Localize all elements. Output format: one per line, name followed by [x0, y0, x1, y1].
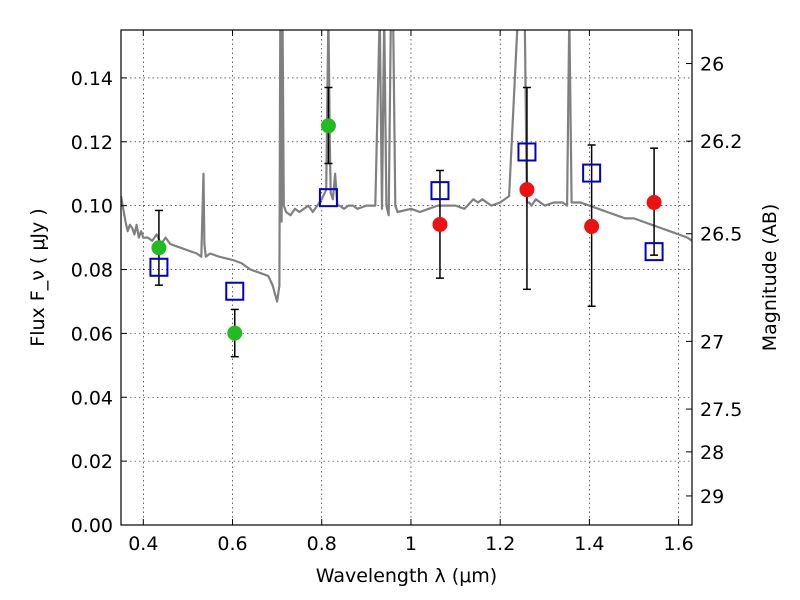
data-point — [432, 216, 448, 232]
y-tick-label: 0.06 — [71, 323, 113, 345]
model-point-square — [582, 163, 602, 183]
x-tick-label: 1.2 — [485, 533, 515, 555]
axis-ticks — [121, 30, 692, 526]
grid-lines — [121, 30, 692, 526]
y2-tick-label: 26.2 — [700, 131, 742, 153]
x-tick-label: 1.6 — [664, 533, 694, 555]
y-tick-label: 0.00 — [71, 515, 113, 537]
y2-tick-label: 26 — [700, 54, 724, 76]
y2-tick-label: 26.5 — [700, 224, 742, 246]
data-point — [151, 240, 167, 256]
data-point — [320, 118, 336, 134]
model-point-square — [517, 142, 537, 162]
y2-tick-label: 28 — [700, 442, 724, 464]
y-tick-label: 0.02 — [71, 451, 113, 473]
x-tick-label: 0.8 — [307, 533, 337, 555]
y-tick-label: 0.04 — [71, 387, 113, 409]
error-bars — [154, 86, 659, 358]
y-tick-label: 0.10 — [71, 196, 113, 218]
y-tick-label: 0.14 — [71, 68, 113, 90]
axis-labels: 0.4 0.6 0.8 1 1.2 1.4 1.6 0.00 0.02 0.04 0.06 0.08 0… — [27, 54, 781, 587]
y-axis-title: Flux F_ν ( μJy ) — [27, 208, 49, 346]
markers — [149, 118, 664, 341]
plot-frame — [120, 29, 693, 526]
x-tick-label: 0.4 — [128, 533, 158, 555]
y-tick-label: 0.12 — [71, 132, 113, 154]
x-axis-title: Wavelength λ (μm) — [316, 565, 497, 587]
data-point — [519, 182, 535, 198]
model-point-square — [225, 281, 245, 301]
data-point — [584, 218, 600, 234]
model-spectrum-line — [121, 30, 692, 303]
model-point-square — [644, 242, 664, 262]
model-point-square — [430, 181, 450, 201]
y2-tick-label: 27 — [700, 331, 724, 353]
y2-axis-title: Magnitude (AB) — [759, 204, 781, 352]
data-point — [227, 325, 243, 341]
y2-tick-label: 29 — [700, 486, 724, 508]
x-tick-label: 0.6 — [217, 533, 247, 555]
model-point-square — [318, 188, 338, 208]
data-point — [646, 194, 662, 210]
y2-tick-label: 27.5 — [700, 399, 742, 421]
x-tick-label: 1 — [405, 533, 417, 555]
model-point-square — [149, 257, 169, 277]
y-tick-label: 0.08 — [71, 260, 113, 282]
x-tick-label: 1.4 — [574, 533, 604, 555]
data-layer — [121, 30, 692, 303]
